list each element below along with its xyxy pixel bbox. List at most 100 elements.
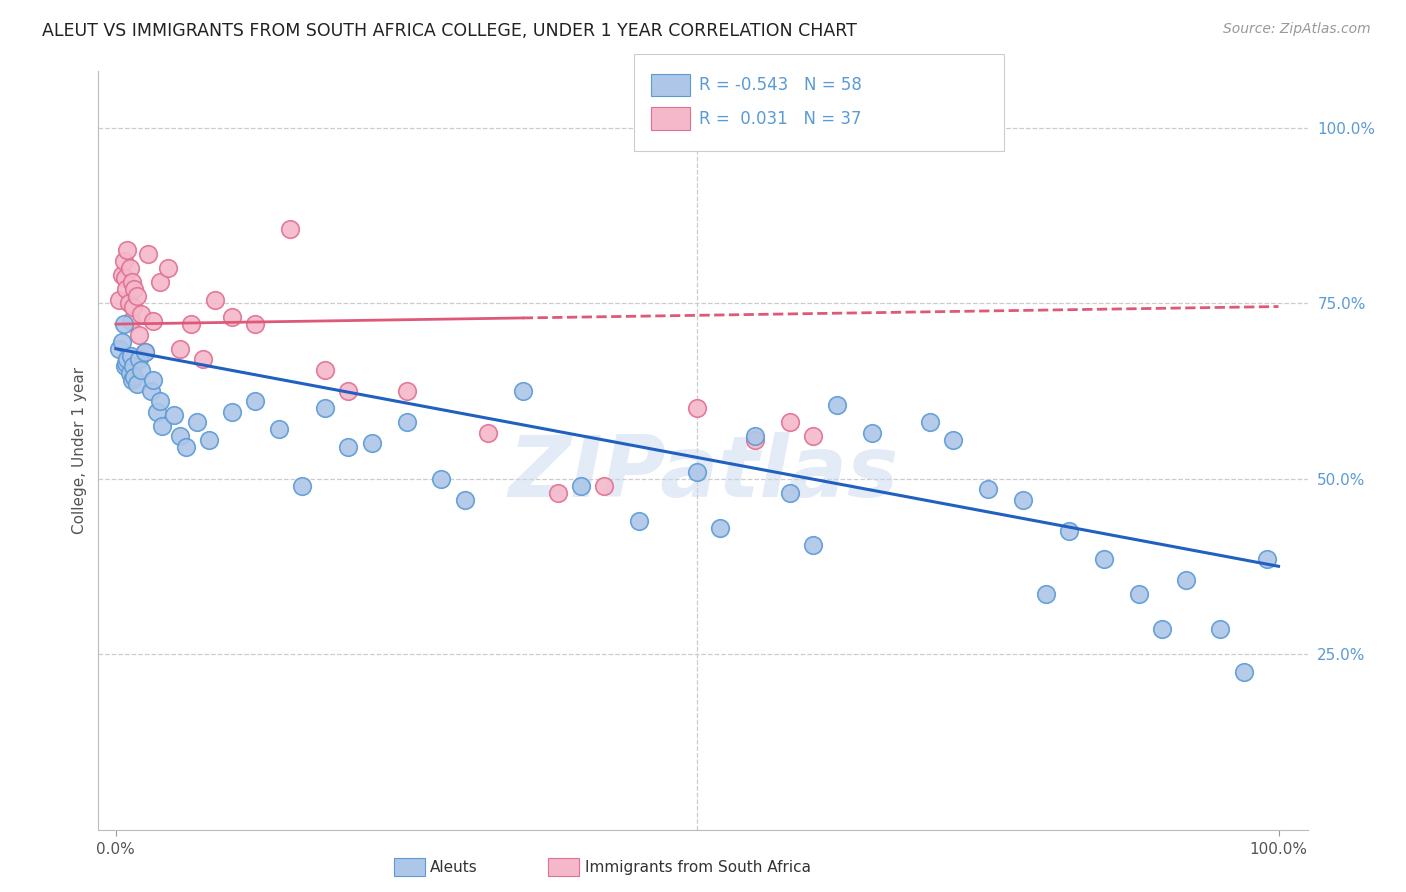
Point	[245, 394, 267, 409]
Point	[628, 514, 651, 528]
Point	[124, 282, 146, 296]
Point	[108, 342, 131, 356]
Point	[124, 369, 146, 384]
Point	[114, 271, 136, 285]
Point	[977, 482, 1000, 496]
Point	[122, 300, 145, 314]
Point	[1057, 524, 1080, 539]
Point	[169, 342, 191, 356]
Point	[139, 384, 162, 398]
Point	[453, 492, 475, 507]
Point	[125, 289, 148, 303]
Point	[803, 429, 825, 443]
Point	[221, 405, 243, 419]
Point	[314, 401, 336, 416]
Point	[118, 366, 141, 380]
Point	[779, 485, 801, 500]
Point	[142, 373, 165, 387]
Point	[115, 282, 138, 296]
Text: Immigrants from South Africa: Immigrants from South Africa	[585, 860, 811, 874]
Point	[117, 352, 139, 367]
Point	[112, 254, 135, 268]
Point	[1256, 552, 1278, 566]
Point	[131, 362, 153, 376]
Point	[686, 401, 709, 416]
Point	[134, 345, 156, 359]
Point	[291, 478, 314, 492]
Point	[744, 433, 766, 447]
Point	[395, 416, 418, 430]
Point	[1035, 587, 1057, 601]
Point	[1233, 665, 1256, 679]
Point	[150, 418, 173, 433]
Point	[180, 317, 202, 331]
Point	[145, 405, 167, 419]
Point	[111, 268, 134, 282]
Point	[121, 275, 143, 289]
Point	[337, 384, 360, 398]
Point	[860, 425, 883, 440]
Point	[512, 384, 534, 398]
Point	[111, 334, 134, 349]
Point	[1209, 623, 1232, 637]
Point	[112, 317, 135, 331]
Point	[157, 260, 180, 275]
Point	[120, 313, 142, 327]
Point	[163, 409, 186, 423]
Point	[198, 433, 221, 447]
Point	[169, 429, 191, 443]
Point	[221, 310, 243, 324]
Point	[569, 478, 592, 492]
Point	[593, 478, 616, 492]
Point	[186, 416, 208, 430]
Point	[125, 376, 148, 391]
Point	[134, 345, 156, 359]
Point	[337, 440, 360, 454]
Point	[1011, 492, 1033, 507]
Y-axis label: College, Under 1 year: College, Under 1 year	[72, 367, 87, 534]
Text: R =  0.031   N = 37: R = 0.031 N = 37	[699, 110, 862, 128]
Point	[686, 465, 709, 479]
Point	[267, 422, 290, 436]
Point	[744, 429, 766, 443]
Text: Aleuts: Aleuts	[430, 860, 478, 874]
Point	[128, 327, 150, 342]
Text: Source: ZipAtlas.com: Source: ZipAtlas.com	[1223, 22, 1371, 37]
Point	[204, 293, 226, 307]
Point	[131, 307, 153, 321]
Point	[709, 521, 731, 535]
Point	[918, 416, 941, 430]
Point	[1128, 587, 1150, 601]
Point	[149, 275, 172, 289]
Point	[117, 244, 139, 258]
Point	[174, 440, 197, 454]
Point	[779, 416, 801, 430]
Point	[395, 384, 418, 398]
Point	[430, 471, 453, 485]
Point	[803, 538, 825, 552]
Point	[1152, 623, 1174, 637]
Text: R = -0.543   N = 58: R = -0.543 N = 58	[699, 76, 862, 94]
Point	[191, 352, 214, 367]
Point	[245, 317, 267, 331]
Point	[314, 362, 336, 376]
Point	[108, 293, 131, 307]
Point	[1174, 574, 1197, 588]
Point	[114, 359, 136, 374]
Point	[138, 247, 160, 261]
Text: ZIPatlas: ZIPatlas	[508, 432, 898, 515]
Point	[1092, 552, 1115, 566]
Point	[118, 260, 141, 275]
Point	[122, 359, 145, 374]
Point	[360, 436, 382, 450]
Point	[825, 398, 848, 412]
Text: ALEUT VS IMMIGRANTS FROM SOUTH AFRICA COLLEGE, UNDER 1 YEAR CORRELATION CHART: ALEUT VS IMMIGRANTS FROM SOUTH AFRICA CO…	[42, 22, 858, 40]
Point	[149, 394, 172, 409]
Point	[547, 485, 569, 500]
Point	[120, 349, 142, 363]
Point	[278, 222, 301, 236]
Point	[118, 296, 141, 310]
Point	[942, 433, 965, 447]
Point	[128, 352, 150, 367]
Point	[121, 373, 143, 387]
